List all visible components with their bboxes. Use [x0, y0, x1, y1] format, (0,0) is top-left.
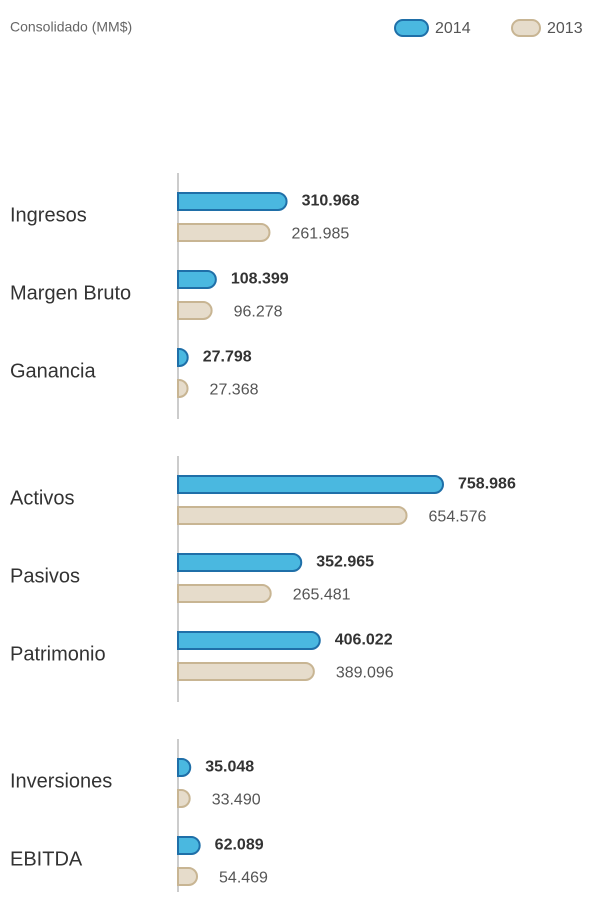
value-label: 33.490: [212, 792, 261, 809]
bar: [177, 475, 444, 494]
category-label: Activos: [10, 487, 74, 509]
bar: [177, 789, 191, 808]
value-label: 310.968: [302, 193, 360, 210]
category-label: Pasivos: [10, 565, 80, 587]
legend-swatch: [394, 19, 429, 37]
bar: [177, 348, 189, 367]
category-label: EBITDA: [10, 848, 83, 870]
legend-label: 2013: [547, 20, 583, 37]
bar: [177, 506, 408, 525]
bar: [177, 867, 198, 886]
value-label: 62.089: [215, 837, 264, 854]
bar: [177, 836, 201, 855]
bar: [177, 301, 213, 320]
value-label: 654.576: [429, 509, 487, 526]
category-label: Ingresos: [10, 204, 87, 226]
bar: [177, 662, 315, 681]
value-label: 352.965: [316, 554, 374, 571]
bar: [177, 758, 192, 777]
bar: [177, 631, 321, 650]
bar: [177, 584, 272, 603]
category-label: Inversiones: [10, 770, 112, 792]
value-label: 758.986: [458, 476, 516, 493]
bar: [177, 192, 288, 211]
value-label: 389.096: [336, 665, 394, 682]
category-label: Margen Bruto: [10, 282, 131, 304]
bar: [177, 223, 271, 242]
legend-swatch: [511, 19, 541, 37]
value-label: 406.022: [335, 632, 393, 649]
value-label: 27.798: [203, 349, 252, 366]
value-label: 108.399: [231, 271, 289, 288]
value-label: 261.985: [291, 226, 349, 243]
value-label: 54.469: [219, 870, 268, 887]
value-label: 27.368: [210, 382, 259, 399]
bar: [177, 270, 217, 289]
value-label: 35.048: [205, 759, 254, 776]
bar: [177, 379, 189, 398]
category-label: Ganancia: [10, 360, 96, 382]
category-label: Patrimonio: [10, 643, 106, 665]
legend-label: 2014: [435, 20, 471, 37]
value-label: 265.481: [293, 587, 351, 604]
value-label: 96.278: [234, 304, 283, 321]
bar: [177, 553, 303, 572]
subtitle: Consolidado (MM$): [10, 19, 132, 35]
